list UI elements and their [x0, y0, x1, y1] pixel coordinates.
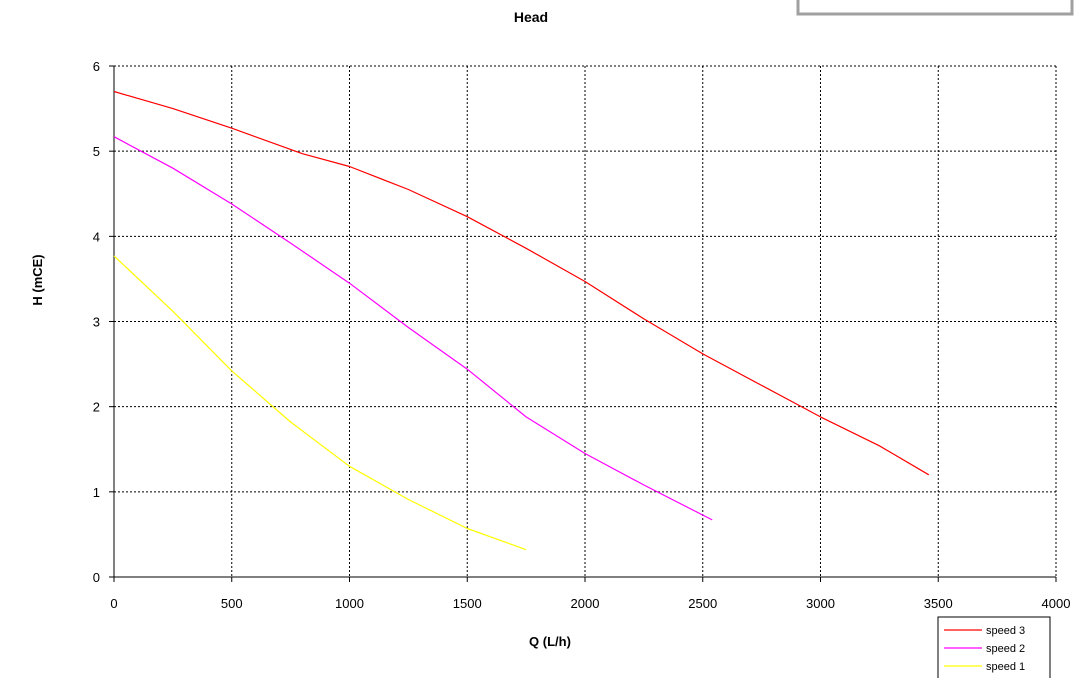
- x-tick-label: 3000: [806, 596, 835, 611]
- legend: speed 3 speed 2 speed 1: [937, 616, 1051, 678]
- top-right-frame: [796, 0, 1074, 16]
- y-axis-label: H (mCE): [30, 254, 45, 305]
- y-tick-label: 0: [93, 570, 100, 585]
- chart-title: Head: [514, 9, 548, 25]
- legend-label: speed 3: [986, 625, 1025, 637]
- series-line-speed-2: [113, 136, 713, 521]
- y-tick-label: 3: [93, 315, 100, 330]
- y-tick-label: 5: [93, 144, 100, 159]
- y-tick-label: 1: [93, 485, 100, 500]
- y-tick-label: 4: [93, 229, 100, 244]
- series-lines: [113, 90, 930, 551]
- x-axis-ticks: 0 500 1000 1500 2000 2500 3000 3500 4000: [110, 577, 1070, 611]
- x-tick-label: 0: [110, 596, 117, 611]
- x-tick-label: 1500: [453, 596, 482, 611]
- x-tick-label: 1000: [335, 596, 364, 611]
- series-line-speed-3: [113, 90, 930, 476]
- x-tick-label: 3500: [924, 596, 953, 611]
- x-axis-label: Q (L/h): [529, 634, 571, 649]
- y-axis-ticks: 0 1 2 3 4 5 6: [93, 59, 114, 585]
- grid: [114, 65, 1057, 577]
- y-tick-label: 2: [93, 400, 100, 415]
- legend-label: speed 2: [986, 643, 1025, 655]
- y-tick-label: 6: [93, 59, 100, 74]
- x-tick-label: 2000: [571, 596, 600, 611]
- legend-label: speed 1: [986, 661, 1025, 673]
- series-line-speed-1: [113, 255, 527, 551]
- x-tick-label: 500: [221, 596, 243, 611]
- x-tick-label: 4000: [1042, 596, 1071, 611]
- x-tick-label: 2500: [688, 596, 717, 611]
